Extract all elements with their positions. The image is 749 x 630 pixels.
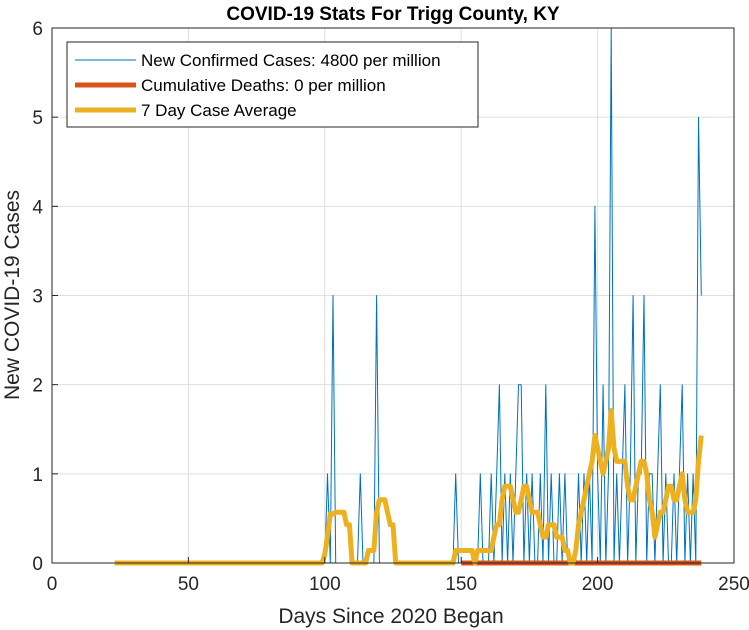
x-tick-label: 50 [178, 574, 199, 595]
legend: New Confirmed Cases: 4800 per million Cu… [66, 41, 479, 128]
y-tick-label: 0 [32, 554, 43, 575]
ticks: 0 50 100 150 200 250 0 1 2 3 4 5 6 [32, 19, 749, 595]
x-tick-label: 200 [582, 574, 614, 595]
chart-title: COVID-19 Stats For Trigg County, KY [226, 4, 560, 25]
x-tick-label: 0 [47, 574, 58, 595]
y-tick-label: 1 [32, 465, 43, 486]
y-tick-label: 5 [32, 108, 43, 129]
y-tick-label: 3 [32, 287, 43, 308]
x-tick-label: 250 [718, 574, 749, 595]
y-axis-title: New COVID-19 Cases [1, 190, 24, 400]
x-tick-label: 150 [445, 574, 477, 595]
legend-label-7-day-average: 7 Day Case Average [141, 101, 297, 120]
y-tick-label: 6 [32, 19, 43, 40]
y-tick-label: 4 [32, 197, 43, 218]
x-tick-label: 100 [309, 574, 341, 595]
y-tick-label: 2 [32, 376, 43, 397]
seven-day-average-line [114, 408, 704, 566]
legend-label-deaths: Cumulative Deaths: 0 per million [141, 76, 386, 95]
legend-label-new-cases: New Confirmed Cases: 4800 per million [141, 51, 441, 70]
x-axis-title: Days Since 2020 Began [278, 605, 503, 628]
